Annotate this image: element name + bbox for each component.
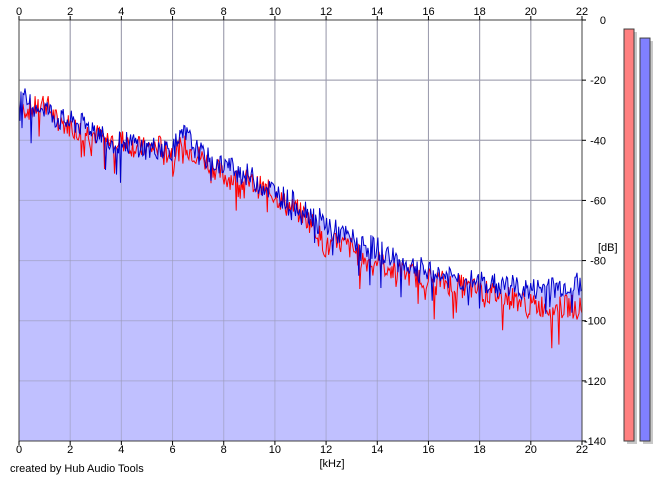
x-tick-label-bottom: 16 [422, 444, 434, 456]
series-line-2 [18, 88, 583, 314]
x-tick-label-top: 2 [67, 6, 73, 18]
x-tick-label-bottom: 22 [576, 444, 588, 456]
y-tick-label: -140 [584, 436, 606, 448]
y-tick-label: -60 [590, 195, 606, 207]
y-tick-label: -20 [590, 75, 606, 87]
x-tick-label-top: 22 [576, 6, 588, 18]
x-tick-label-top: 4 [118, 6, 124, 18]
x-tick-label-top: 10 [269, 6, 281, 18]
y-tick-label: -40 [590, 135, 606, 147]
x-tick-label-bottom: 12 [320, 444, 332, 456]
x-tick-label-bottom: 18 [474, 444, 486, 456]
spectrum-fill-area [19, 88, 582, 442]
plot-border [18, 19, 583, 442]
level-meter-1 [623, 28, 635, 442]
x-tick-label-top: 16 [422, 6, 434, 18]
series-line-1 [18, 95, 583, 349]
x-tick-label-top: 12 [320, 6, 332, 18]
axes: [dB] [kHz] 00224466881010121214141616181… [16, 6, 618, 470]
x-tick-label-bottom: 20 [525, 444, 537, 456]
level-meter-2 [639, 37, 651, 442]
x-tick-label-bottom: 0 [16, 444, 22, 456]
x-tick-label-bottom: 2 [67, 444, 73, 456]
y-tick-label: -120 [584, 376, 606, 388]
x-tick-label-top: 18 [474, 6, 486, 18]
y-tick-label: 0 [600, 15, 606, 27]
y-tick-label: -100 [584, 316, 606, 328]
credit-text: created by Hub Audio Tools [10, 463, 144, 475]
x-tick-label-top: 0 [16, 6, 22, 18]
y-tick-label: -80 [590, 256, 606, 268]
x-tick-label-top: 6 [169, 6, 175, 18]
x-tick-label-bottom: 4 [118, 444, 124, 456]
level-meters [623, 28, 653, 445]
x-tick-label-bottom: 8 [221, 444, 227, 456]
x-tick-label-top: 8 [221, 6, 227, 18]
x-axis-label: [kHz] [319, 458, 344, 470]
plot-frame [18, 19, 583, 442]
plot-data [18, 19, 583, 442]
x-tick-label-bottom: 6 [169, 444, 175, 456]
x-tick-label-bottom: 10 [269, 444, 281, 456]
x-tick-label-bottom: 14 [371, 444, 383, 456]
y-axis-label: [dB] [598, 242, 618, 254]
x-tick-label-top: 14 [371, 6, 383, 18]
x-tick-label-top: 20 [525, 6, 537, 18]
